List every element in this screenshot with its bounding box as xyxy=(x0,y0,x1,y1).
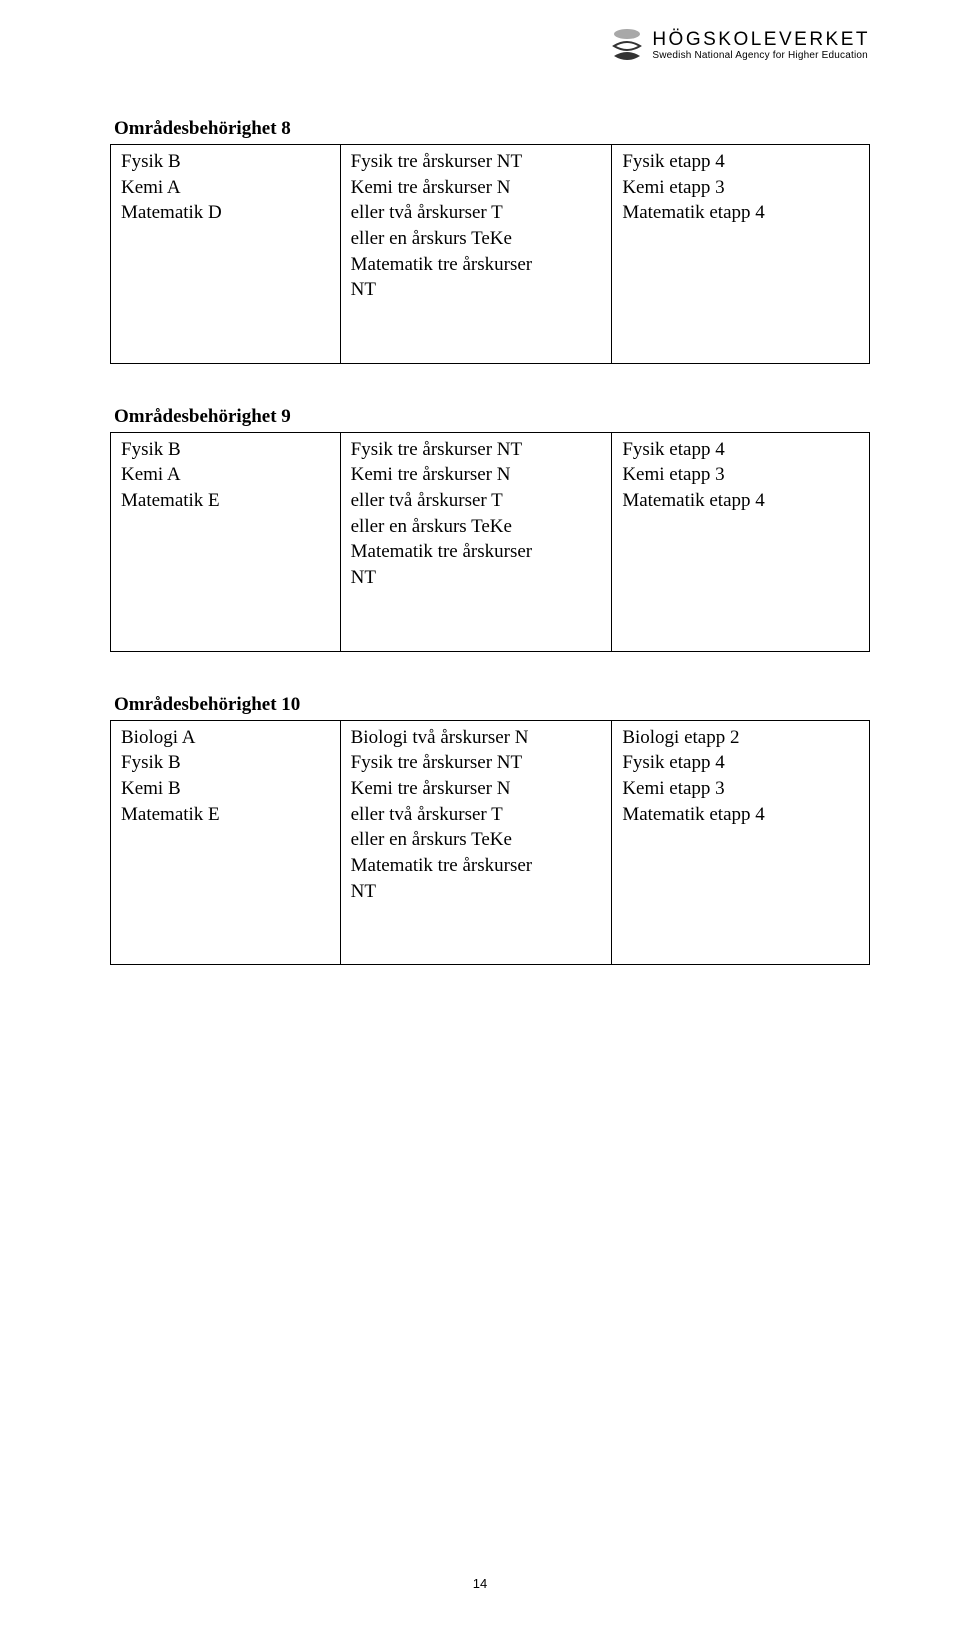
logo-sub-text: Swedish National Agency for Higher Educa… xyxy=(652,51,868,61)
cell-line: Matematik etapp 4 xyxy=(622,488,859,514)
page: HÖGSKOLEVERKET Swedish National Agency f… xyxy=(0,0,960,1631)
cell-line: Biologi A xyxy=(121,725,330,751)
table-cell: Biologi två årskurser NFysik tre årskurs… xyxy=(340,720,612,964)
cell-line: Matematik E xyxy=(121,802,330,828)
table-cell: Fysik etapp 4Kemi etapp 3Matematik etapp… xyxy=(612,145,870,364)
cell-line: eller två årskurser T xyxy=(351,200,602,226)
requirements-table: Fysik BKemi AMatematik EFysik tre årskur… xyxy=(110,432,870,652)
page-number: 14 xyxy=(0,1576,960,1591)
section-title: Områdesbehörighet 9 xyxy=(114,406,870,428)
cell-line: Matematik etapp 4 xyxy=(622,802,859,828)
cell-line: Fysik B xyxy=(121,437,330,463)
table-cell: Fysik BKemi AMatematik D xyxy=(111,145,341,364)
section: Områdesbehörighet 9Fysik BKemi AMatemati… xyxy=(110,406,870,652)
cell-line: eller en årskurs TeKe xyxy=(351,514,602,540)
table-cell: Biologi etapp 2Fysik etapp 4Kemi etapp 3… xyxy=(612,720,870,964)
section-title: Områdesbehörighet 8 xyxy=(114,118,870,140)
cell-line: eller två årskurser T xyxy=(351,488,602,514)
cell-line: Matematik etapp 4 xyxy=(622,200,859,226)
section-title: Områdesbehörighet 10 xyxy=(114,694,870,716)
cell-line: eller en årskurs TeKe xyxy=(351,827,602,853)
cell-line: Kemi tre årskurser N xyxy=(351,776,602,802)
cell-line: Matematik D xyxy=(121,200,330,226)
cell-line: Biologi två årskurser N xyxy=(351,725,602,751)
header-logo: HÖGSKOLEVERKET Swedish National Agency f… xyxy=(610,26,870,64)
cell-line: Kemi etapp 3 xyxy=(622,776,859,802)
cell-line: Fysik tre årskurser NT xyxy=(351,750,602,776)
cell-line: Kemi tre årskurser N xyxy=(351,462,602,488)
section: Områdesbehörighet 10Biologi AFysik BKemi… xyxy=(110,694,870,965)
section: Områdesbehörighet 8Fysik BKemi AMatemati… xyxy=(110,118,870,364)
logo-icon xyxy=(610,26,644,64)
cell-line: Fysik tre årskurser NT xyxy=(351,437,602,463)
requirements-table: Biologi AFysik BKemi BMatematik EBiologi… xyxy=(110,720,870,965)
logo-text: HÖGSKOLEVERKET Swedish National Agency f… xyxy=(652,30,870,61)
cell-line: Fysik B xyxy=(121,750,330,776)
cell-line: Kemi etapp 3 xyxy=(622,462,859,488)
cell-line: Matematik tre årskurser xyxy=(351,539,602,565)
cell-line: Fysik etapp 4 xyxy=(622,750,859,776)
table-cell: Fysik etapp 4Kemi etapp 3Matematik etapp… xyxy=(612,432,870,651)
cell-line: Kemi etapp 3 xyxy=(622,175,859,201)
cell-line: Fysik tre årskurser NT xyxy=(351,149,602,175)
requirements-table: Fysik BKemi AMatematik DFysik tre årskur… xyxy=(110,144,870,364)
cell-line: Kemi A xyxy=(121,175,330,201)
cell-line: Matematik tre årskurser xyxy=(351,252,602,278)
table-cell: Fysik tre årskurser NTKemi tre årskurser… xyxy=(340,145,612,364)
table-cell: Biologi AFysik BKemi BMatematik E xyxy=(111,720,341,964)
table-cell: Fysik tre årskurser NTKemi tre årskurser… xyxy=(340,432,612,651)
logo-main-text: HÖGSKOLEVERKET xyxy=(652,30,870,49)
cell-line: Kemi B xyxy=(121,776,330,802)
cell-line: NT xyxy=(351,277,602,303)
cell-line: Fysik B xyxy=(121,149,330,175)
cell-line: Biologi etapp 2 xyxy=(622,725,859,751)
cell-line: NT xyxy=(351,879,602,905)
cell-line: NT xyxy=(351,565,602,591)
cell-line: Fysik etapp 4 xyxy=(622,149,859,175)
cell-line: eller två årskurser T xyxy=(351,802,602,828)
cell-line: Kemi A xyxy=(121,462,330,488)
cell-line: Matematik tre årskurser xyxy=(351,853,602,879)
cell-line: Kemi tre årskurser N xyxy=(351,175,602,201)
table-cell: Fysik BKemi AMatematik E xyxy=(111,432,341,651)
cell-line: Fysik etapp 4 xyxy=(622,437,859,463)
cell-line: Matematik E xyxy=(121,488,330,514)
cell-line: eller en årskurs TeKe xyxy=(351,226,602,252)
